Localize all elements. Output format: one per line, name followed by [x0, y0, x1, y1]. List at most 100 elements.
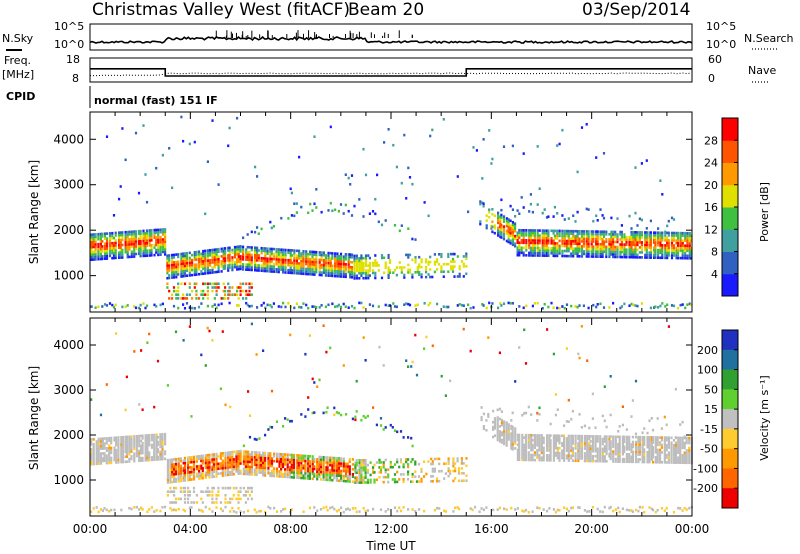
velocity-cell: [289, 475, 292, 479]
power-cell: [572, 237, 575, 240]
power-cell: [315, 306, 318, 309]
velocity-cell: [586, 457, 589, 460]
power-cell: [215, 253, 218, 256]
velocity-cell: [318, 460, 321, 464]
velocity-cell: [586, 442, 589, 445]
power-cell: [246, 245, 249, 249]
power-cell: [690, 247, 693, 250]
power-cell: [599, 302, 602, 306]
power-cell: [602, 245, 606, 248]
power-cell: [533, 251, 536, 255]
velocity-cell: [431, 462, 434, 466]
power-cell: [275, 260, 278, 264]
power-cell: [497, 234, 500, 237]
velocity-cell: [331, 461, 334, 465]
velocity-cell: [296, 461, 299, 465]
velocity-cell: [235, 486, 238, 490]
velocity-cell: [510, 427, 513, 430]
velocity-cell: [496, 423, 499, 427]
power-cell: [690, 234, 693, 238]
power-cell: [628, 245, 631, 249]
velocity-cell: [113, 458, 116, 462]
velocity-cell: [531, 458, 534, 462]
power-cell: [436, 268, 439, 271]
power-cell: [645, 241, 648, 244]
velocity-cell: [166, 490, 169, 493]
velocity-cell: [95, 440, 98, 443]
power-cell: [237, 297, 240, 300]
velocity-cell: [326, 458, 329, 462]
velocity-cell: [138, 454, 141, 458]
velocity-cell: [521, 433, 524, 437]
power-cell: [99, 247, 102, 251]
power-cell: [358, 264, 361, 268]
power-cell: [688, 232, 691, 235]
velocity-cell: [558, 436, 561, 440]
velocity-cell: [166, 476, 169, 479]
velocity-cell: [548, 434, 551, 437]
velocity-cell: [155, 445, 158, 449]
velocity-cell: [505, 429, 508, 432]
power-cell: [576, 252, 579, 256]
velocity-cell: [583, 459, 586, 463]
power-cell: [599, 235, 602, 238]
power-cell: [595, 237, 598, 241]
velocity-cell: [208, 476, 211, 479]
power-cell: [302, 255, 305, 258]
power-cell: [231, 266, 234, 269]
power-cell: [114, 241, 117, 245]
power-cell: [215, 286, 218, 289]
velocity-cell: [331, 505, 334, 509]
power-cell: [684, 231, 687, 235]
velocity-cell: [133, 445, 136, 448]
velocity-cell: [101, 447, 104, 450]
velocity-cell: [300, 469, 303, 472]
power-cell: [103, 232, 107, 235]
power-cell: [507, 240, 510, 244]
power-cell: [248, 258, 251, 262]
velocity-cell: [594, 454, 597, 458]
power-cell: [353, 257, 356, 260]
velocity-cell: [278, 475, 281, 478]
power-cell: [418, 273, 421, 276]
velocity-cell: [460, 472, 463, 475]
velocity-cell: [420, 467, 423, 471]
nsearch-label: N.Search: [744, 32, 794, 45]
velocity-cell: [372, 406, 375, 409]
velocity-cell: [292, 473, 296, 477]
velocity-cell: [588, 435, 591, 438]
power-cell: [407, 253, 410, 257]
power-cell: [648, 256, 651, 259]
velocity-cell: [411, 475, 414, 478]
power-cell: [653, 231, 656, 234]
power-cell: [103, 237, 107, 240]
power-cell: [552, 242, 555, 245]
power-cell: [118, 253, 121, 257]
velocity-cell: [492, 435, 495, 439]
power-cell: [427, 273, 430, 276]
power-cell: [155, 251, 158, 254]
velocity-cell: [379, 466, 383, 469]
power-cell: [465, 252, 468, 256]
velocity-cell: [212, 468, 215, 471]
power-cell: [610, 233, 613, 236]
power-cell: [648, 243, 651, 247]
power-cell: [353, 259, 356, 263]
velocity-cell: [415, 373, 419, 377]
velocity-cell: [221, 461, 224, 465]
power-cell: [347, 253, 350, 256]
power-cell: [293, 264, 296, 267]
power-cell: [686, 247, 689, 250]
power-cell: [331, 269, 334, 273]
velocity-cell: [206, 326, 209, 330]
velocity-cell: [503, 442, 506, 446]
velocity-cell: [540, 436, 543, 440]
velocity-cell: [300, 471, 303, 475]
power-cell: [349, 265, 352, 269]
power-cell: [640, 236, 643, 239]
power-cell: [172, 276, 176, 279]
power-cell: [142, 232, 145, 235]
power-cell: [313, 260, 316, 264]
power-cell: [648, 236, 651, 239]
velocity-cell: [113, 508, 116, 512]
